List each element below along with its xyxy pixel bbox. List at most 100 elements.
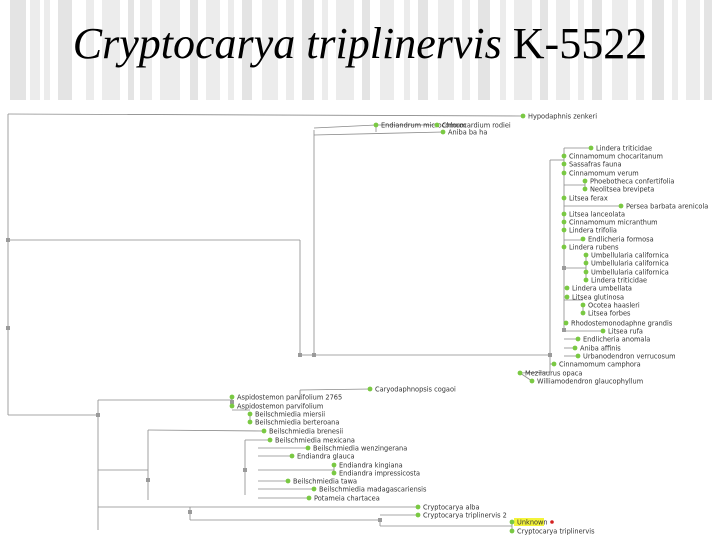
background-stripe: [140, 0, 152, 100]
tip-node: [529, 378, 535, 384]
background-stripe: [500, 0, 506, 100]
taxon-label: Unknown: [517, 518, 548, 526]
tree-branch: [519, 372, 533, 382]
tip-node: [588, 145, 594, 151]
tip-node: [563, 320, 569, 326]
taxon-label: Endiandrum microcomum: [381, 121, 466, 129]
tip-node: [582, 178, 588, 184]
taxon-label: Hypodaphnis zenkeri: [528, 112, 597, 120]
background-stripe: [514, 0, 532, 100]
internal-node: [378, 518, 382, 522]
taxon-label: Endlicheria formosa: [588, 235, 654, 243]
taxon-label: Aspidostemon parvifolium 2765: [237, 393, 342, 401]
taxon-label: Lindera umbellata: [572, 284, 632, 292]
background-stripe: [462, 0, 470, 100]
taxon-label: Beilschmiedia tawa: [293, 477, 357, 485]
taxon-label: Aniba affinis: [580, 344, 621, 352]
tip-node: [564, 294, 570, 300]
background-stripe: [190, 0, 198, 100]
taxon-label: Beilschmiedia miersii: [255, 410, 325, 418]
taxon-label: Umbellularia californica: [591, 251, 669, 259]
tip-node: [289, 453, 295, 459]
tip-node: [583, 252, 589, 258]
taxon-label: Cryptocarya triplinervis 2: [423, 511, 507, 519]
tip-node: [247, 419, 253, 425]
tip-node: [561, 170, 567, 176]
tip-node: [561, 244, 567, 250]
tree-branch: [313, 124, 377, 129]
background-stripe: [478, 0, 490, 100]
background-stripe: [102, 0, 120, 100]
tip-node: [583, 277, 589, 283]
taxon-label: Litsea rufa: [608, 327, 643, 335]
tip-node: [415, 512, 421, 518]
taxon-label: Beilschmiedia berteroana: [255, 418, 339, 426]
tip-node: [575, 353, 581, 359]
taxon-label: Williamodendron glaucophyllum: [537, 377, 643, 385]
tip-node: [509, 528, 515, 534]
background-stripe: [578, 0, 584, 100]
background-stripe: [10, 0, 26, 100]
tip-node: [561, 195, 567, 201]
background-stripe: [540, 0, 548, 100]
taxon-label: Potameia chartacea: [314, 494, 380, 502]
tip-node: [247, 411, 253, 417]
tip-node: [580, 302, 586, 308]
taxon-label: Endiandra impressicosta: [339, 469, 420, 477]
tip-node: [561, 219, 567, 225]
taxon-label: Persea barbata arenicola: [626, 202, 708, 210]
tip-node: [440, 129, 446, 135]
taxon-label: Cinnamomum verum: [569, 169, 639, 177]
background-stripe: [612, 0, 628, 100]
tip-node: [583, 260, 589, 266]
tip-node: [331, 462, 337, 468]
tree-branch: [313, 131, 444, 136]
internal-node: [562, 328, 566, 332]
tip-node: [517, 370, 523, 376]
background-stripe: [556, 0, 570, 100]
background-stripe: [636, 0, 644, 100]
tip-node: [373, 122, 379, 128]
background-stripe: [404, 0, 410, 100]
taxon-label: Ocotea haasleri: [588, 301, 640, 309]
tip-node: [583, 269, 589, 275]
background-stripe: [438, 0, 454, 100]
tip-node: [267, 437, 273, 443]
taxon-label: Lindera rubens: [569, 243, 619, 251]
taxon-label: Beilschmiedia brenesii: [269, 427, 343, 435]
internal-node: [298, 353, 302, 357]
tip-node: [561, 227, 567, 233]
background-stripe: [30, 0, 40, 100]
taxon-label: Chlorocardium rodiei: [442, 121, 511, 129]
taxon-label: Beilschmiedia madagascariensis: [319, 485, 427, 493]
background-stripe: [302, 0, 314, 100]
internal-node: [230, 400, 234, 404]
taxon-label: Phoebotheca confertifolia: [590, 177, 674, 185]
taxon-label: Neolitsea brevipeta: [590, 185, 654, 193]
highlight-box: [514, 518, 544, 526]
taxon-label: Umbellularia californica: [591, 259, 669, 267]
taxon-label: Umbellularia californica: [591, 268, 669, 276]
tree-branch: [299, 388, 371, 391]
tip-node: [561, 211, 567, 217]
background-stripe: [362, 0, 370, 100]
tip-node: [229, 394, 235, 400]
background-stripe: [704, 0, 712, 100]
tip-node: [582, 186, 588, 192]
taxon-label: Endiandra glauca: [297, 452, 355, 460]
taxon-label: Litsea ferax: [569, 194, 608, 202]
background-stripe: [336, 0, 354, 100]
internal-node: [562, 266, 566, 270]
tip-node: [600, 328, 606, 334]
tip-node: [575, 336, 581, 342]
background-stripe: [160, 0, 180, 100]
internal-node: [188, 510, 192, 514]
background-stripe: [286, 0, 294, 100]
tip-node: [367, 386, 373, 392]
background-stripe: [228, 0, 234, 100]
internal-node: [548, 353, 552, 357]
tip-node: [561, 161, 567, 167]
background-stripe: [128, 0, 134, 100]
tip-node: [520, 113, 526, 119]
tip-node: [306, 495, 312, 501]
